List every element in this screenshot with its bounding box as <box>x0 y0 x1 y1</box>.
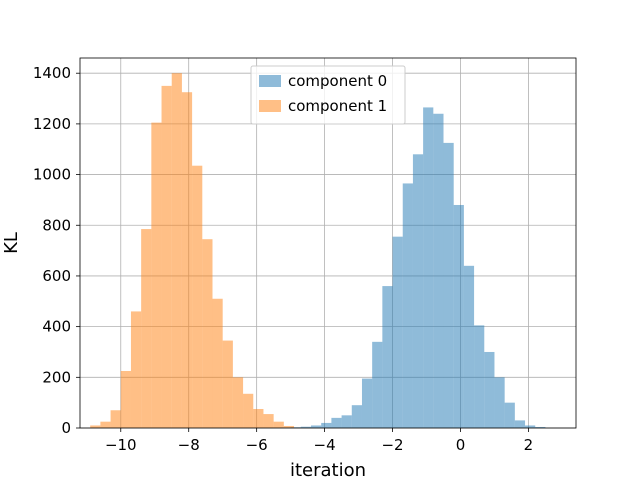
legend-swatch-component-0 <box>259 75 281 87</box>
histogram-bar-component-0 <box>382 286 393 428</box>
histogram-bar-component-0 <box>433 113 444 429</box>
x-tick-label: −10 <box>105 436 137 454</box>
plot-frame <box>79 57 577 429</box>
y-tick-label: 1400 <box>33 64 71 82</box>
histogram-bar-component-1 <box>263 414 274 428</box>
histogram-bar-component-1 <box>161 85 172 428</box>
histogram-bar-component-0 <box>351 405 362 428</box>
histogram-bar-component-0 <box>494 377 505 428</box>
y-tick-label: 600 <box>42 267 71 285</box>
histogram-bar-component-1 <box>222 340 233 428</box>
x-tick-label: −4 <box>314 436 336 454</box>
histogram-bar-component-0 <box>443 142 454 428</box>
y-tick-label: 200 <box>42 368 71 386</box>
histogram-bar-component-1 <box>273 421 284 428</box>
histogram-bar-component-0 <box>504 402 515 428</box>
legend-box <box>250 65 406 125</box>
x-tick-label: −2 <box>381 436 403 454</box>
y-tick-label: 1200 <box>33 115 71 133</box>
x-tick-label: 2 <box>524 436 534 454</box>
histogram-bar-component-1 <box>181 92 193 428</box>
x-tick-label: −6 <box>246 436 268 454</box>
y-tick-label: 800 <box>42 216 71 234</box>
y-tick-label: 1000 <box>33 166 71 184</box>
histogram-bar-component-1 <box>100 421 111 428</box>
histogram-bar-component-0 <box>535 426 546 428</box>
histogram-bar-component-1 <box>130 311 142 428</box>
histogram-bar-component-0 <box>331 417 342 428</box>
legend-label-component-1: component 1 <box>288 97 387 115</box>
histogram-bar-component-0 <box>372 341 383 428</box>
histogram-bar-component-0 <box>525 425 536 428</box>
histogram-bar-component-1 <box>151 122 162 428</box>
histogram-bar-component-1 <box>253 408 264 428</box>
legend: component 0 component 1 <box>250 65 406 125</box>
histogram-bar-component-0 <box>392 236 403 428</box>
histogram-bar-component-0 <box>484 351 495 428</box>
histogram-bar-component-0 <box>453 204 464 428</box>
histogram-bar-component-1 <box>202 239 213 428</box>
legend-label-component-0: component 0 <box>288 72 387 90</box>
histogram-bar-component-0 <box>412 154 424 428</box>
histogram-bars <box>90 73 546 429</box>
y-axis-title: KL <box>1 232 22 254</box>
histogram-bar-component-0 <box>423 107 434 428</box>
histogram-bar-component-1 <box>243 393 254 428</box>
x-tick-label: −8 <box>178 436 200 454</box>
histogram-bar-component-1 <box>90 425 101 428</box>
histogram-bar-component-1 <box>283 425 295 428</box>
legend-swatch-component-1 <box>259 100 281 112</box>
histogram-bar-component-0 <box>311 425 322 428</box>
y-tick-label: 400 <box>42 318 71 336</box>
histogram-bar-component-0 <box>474 325 485 428</box>
axis-ticks: −10 −8 −6 −4 −2 0 2 0 200 400 600 800 1000 1200 1400 <box>33 64 533 454</box>
histogram-bar-component-1 <box>120 370 131 428</box>
histogram-bar-component-0 <box>321 422 332 428</box>
histogram-bar-component-0 <box>463 265 475 428</box>
histogram-bar-component-1 <box>192 165 203 428</box>
histogram-bar-component-1 <box>110 410 121 428</box>
histogram-bar-component-1 <box>141 229 152 428</box>
histogram-bar-component-1 <box>171 73 182 429</box>
x-tick-label: 0 <box>456 436 466 454</box>
histogram-bar-component-0 <box>300 426 312 428</box>
y-tick-label: 0 <box>61 419 71 437</box>
histogram-bar-component-0 <box>514 420 526 428</box>
histogram-bar-component-1 <box>212 298 223 428</box>
histogram-bar-component-1 <box>232 377 244 428</box>
histogram-bar-component-0 <box>361 378 373 428</box>
histogram-bar-component-0 <box>341 415 352 428</box>
x-axis-title: iteration <box>290 460 366 480</box>
histogram-bar-component-0 <box>402 183 413 428</box>
